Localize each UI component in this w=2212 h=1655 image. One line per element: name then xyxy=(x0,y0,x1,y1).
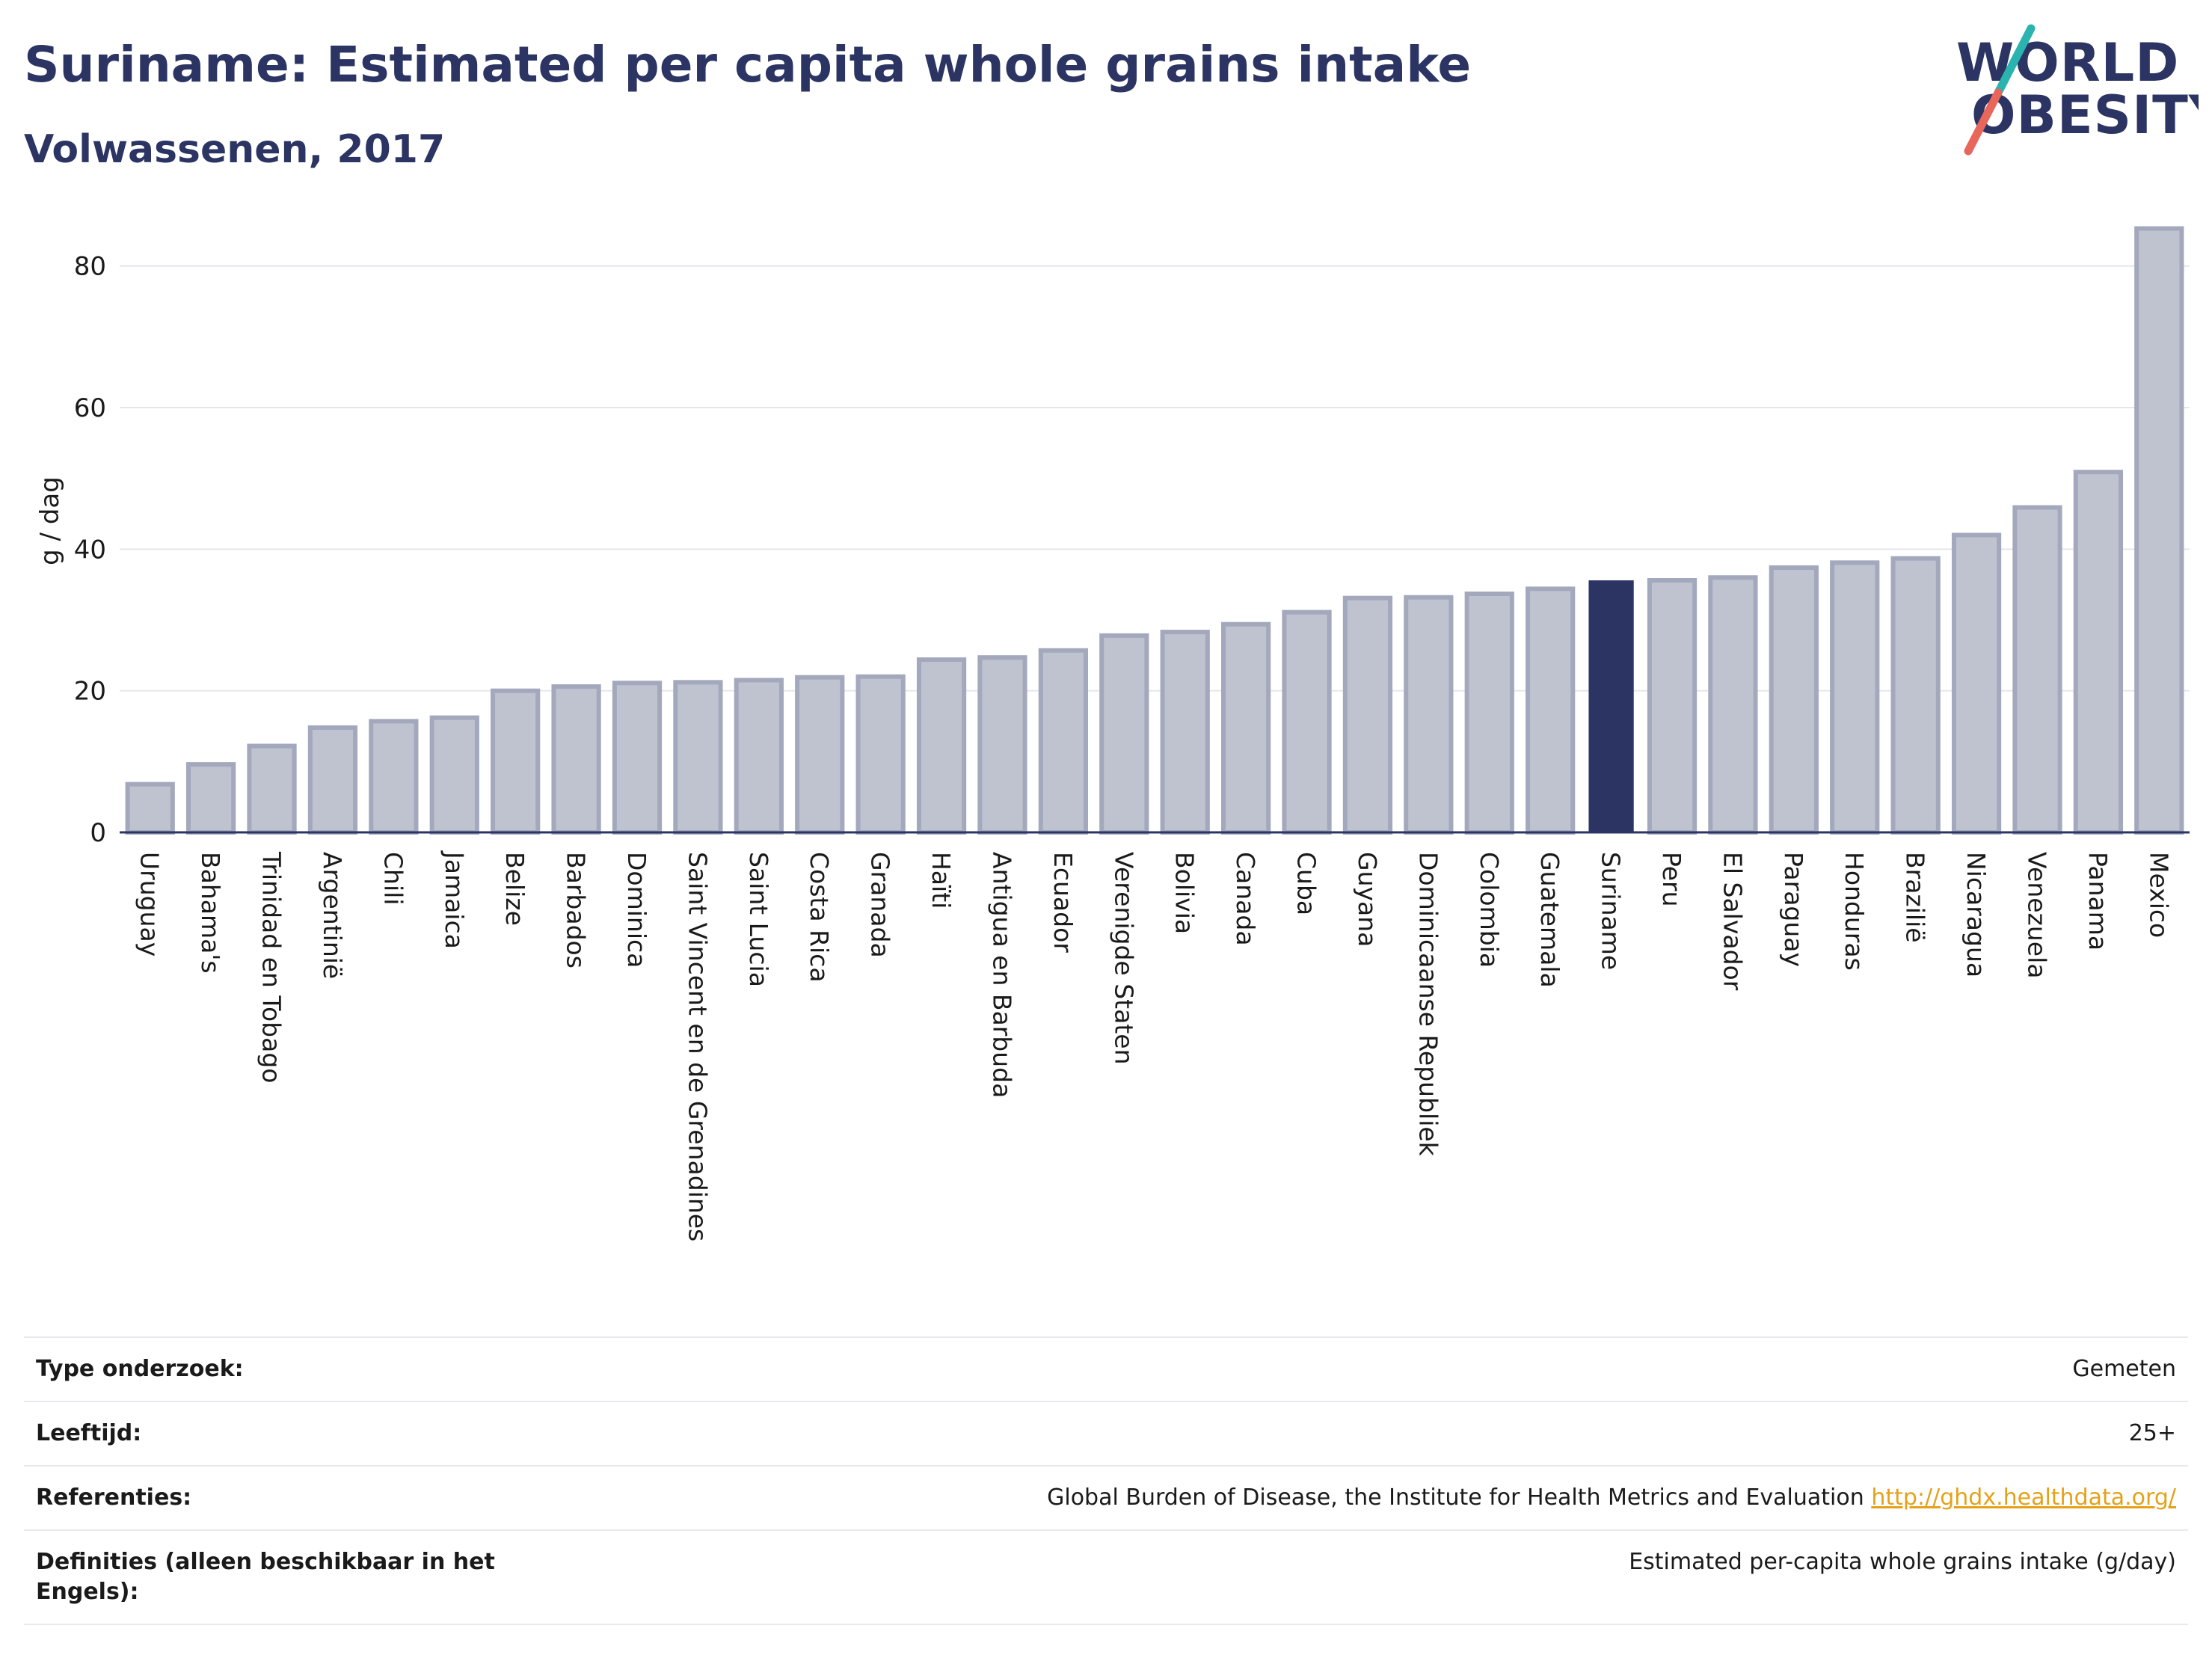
bar xyxy=(1464,591,1514,835)
x-tick-label: Costa Rica xyxy=(805,852,834,983)
x-tick-label: Bahama's xyxy=(196,852,225,974)
x-tick-label: Uruguay xyxy=(135,852,165,957)
meta-row-age: Leeftijd: 25+ xyxy=(24,1401,2188,1466)
x-tick-label: Panama xyxy=(2083,852,2113,951)
x-tick-label: Verenigde Staten xyxy=(1109,852,1138,1065)
world-obesity-logo[interactable]: WORLD OBESITY xyxy=(1944,22,2199,165)
x-tick-label: Chili xyxy=(378,852,408,905)
x-tick-label: Honduras xyxy=(1840,852,1869,971)
y-tick-label: 20 xyxy=(74,677,106,707)
meta-row-survey-type: Type onderzoek: Gemeten xyxy=(24,1336,2188,1401)
bar-chart: 0 20 40 60 80 g / dag Uruguay Bahama's Trinidad … xyxy=(35,226,2190,1241)
x-tick-label: Dominicaanse Republiek xyxy=(1413,852,1443,1157)
meta-value: Estimated per-capita whole grains intake… xyxy=(511,1529,2188,1625)
x-tick-label: Haïti xyxy=(927,852,956,909)
meta-key: Leeftijd: xyxy=(24,1401,511,1466)
x-tick-label: Granada xyxy=(866,852,895,958)
x-tick-label: Belize xyxy=(500,852,529,926)
y-tick-label: 40 xyxy=(74,535,106,565)
reference-link[interactable]: http://ghdx.healthdata.org/ xyxy=(1871,1484,2176,1511)
x-tick-label: Peru xyxy=(1657,852,1686,907)
metadata-table: Type onderzoek: Gemeten Leeftijd: 25+ Re… xyxy=(24,1336,2188,1625)
bar xyxy=(185,762,236,835)
logo-text-obesity: OBESITY xyxy=(1971,85,2199,146)
bar xyxy=(307,725,358,835)
bar xyxy=(247,743,297,835)
bar xyxy=(1890,556,1941,835)
bar xyxy=(1282,610,1332,835)
bar xyxy=(1951,532,2002,835)
meta-row-references: Referenties: Global Burden of Disease, t… xyxy=(24,1465,2188,1530)
x-tick-label: Venezuela xyxy=(2022,852,2051,978)
x-tick-label: Cuba xyxy=(1292,852,1321,915)
meta-value: 25+ xyxy=(511,1401,2188,1466)
x-tick-label: Barbados xyxy=(562,852,591,968)
bar xyxy=(1769,565,1819,835)
meta-value: Gemeten xyxy=(511,1336,2188,1401)
chart-title: Suriname: Estimated per capita whole gra… xyxy=(24,36,1472,93)
bar xyxy=(551,684,601,835)
bar xyxy=(1526,586,1576,835)
bar xyxy=(1099,633,1149,835)
bar xyxy=(2073,470,2124,835)
x-tick-label: Bolivia xyxy=(1170,852,1199,934)
bar xyxy=(855,674,906,835)
x-tick-label: Canada xyxy=(1231,852,1260,946)
x-tick-label: El Salvador xyxy=(1718,852,1747,991)
bar xyxy=(125,782,175,835)
x-tick-label: Saint Lucia xyxy=(744,852,773,987)
logo-slash-coral xyxy=(1964,88,2003,156)
x-tick-label: Brazilië xyxy=(1901,852,1930,943)
y-axis-label: g / dag xyxy=(35,476,65,565)
logo-slash-teal xyxy=(1994,24,2036,97)
bar xyxy=(795,675,845,835)
x-tick-label: Mexico xyxy=(2144,852,2173,938)
x-tick-label: Trinidad en Tobago xyxy=(257,851,286,1084)
chart-subtitle: Volwassenen, 2017 xyxy=(24,127,446,172)
x-tick-label: Saint Vincent en de Grenadines xyxy=(683,852,712,1241)
bar xyxy=(491,688,541,835)
meta-value: Global Burden of Disease, the Institute … xyxy=(511,1465,2188,1530)
bar xyxy=(1830,560,1880,835)
x-tick-label: Guyana xyxy=(1353,852,1382,947)
x-tick-label: Dominica xyxy=(622,852,651,968)
x-tick-label: Argentinië xyxy=(318,852,347,979)
bar xyxy=(1038,648,1089,835)
meta-key: Definities (alleen beschikbaar in het En… xyxy=(24,1529,511,1625)
x-tick-label: Jamaica xyxy=(440,850,469,949)
meta-row-definitions: Definities (alleen beschikbaar in het En… xyxy=(24,1529,2188,1625)
x-tick-label: Ecuador xyxy=(1048,852,1078,953)
bar xyxy=(1404,595,1454,835)
x-tick-label: Antigua en Barbuda xyxy=(987,852,1016,1098)
reference-text: Global Burden of Disease, the Institute … xyxy=(1047,1484,1864,1511)
bar xyxy=(916,657,967,835)
x-tick-label: Colombia xyxy=(1475,852,1504,968)
y-tick-label: 60 xyxy=(74,393,106,423)
x-tick-label: Nicaragua xyxy=(1961,852,1991,977)
bar xyxy=(1342,595,1393,835)
bar xyxy=(1708,575,1758,835)
y-tick-label: 0 xyxy=(90,818,106,848)
bar xyxy=(1588,580,1634,832)
bar xyxy=(977,655,1027,835)
meta-key: Type onderzoek: xyxy=(24,1336,511,1401)
bar xyxy=(429,715,479,835)
logo-text-world: WORLD xyxy=(1956,32,2179,93)
bar xyxy=(734,678,784,835)
bar xyxy=(1160,630,1210,835)
bar xyxy=(2134,226,2184,835)
bar xyxy=(673,680,723,835)
bar xyxy=(369,719,419,835)
x-tick-label: Guatemala xyxy=(1535,852,1564,988)
y-tick-label: 80 xyxy=(74,252,106,282)
meta-key: Referenties: xyxy=(24,1465,511,1530)
bar xyxy=(2012,505,2062,835)
bar xyxy=(1647,578,1698,835)
x-tick-label: Suriname xyxy=(1597,852,1626,970)
x-tick-label: Paraguay xyxy=(1779,852,1808,967)
bar xyxy=(612,681,663,835)
bar xyxy=(1220,621,1271,835)
